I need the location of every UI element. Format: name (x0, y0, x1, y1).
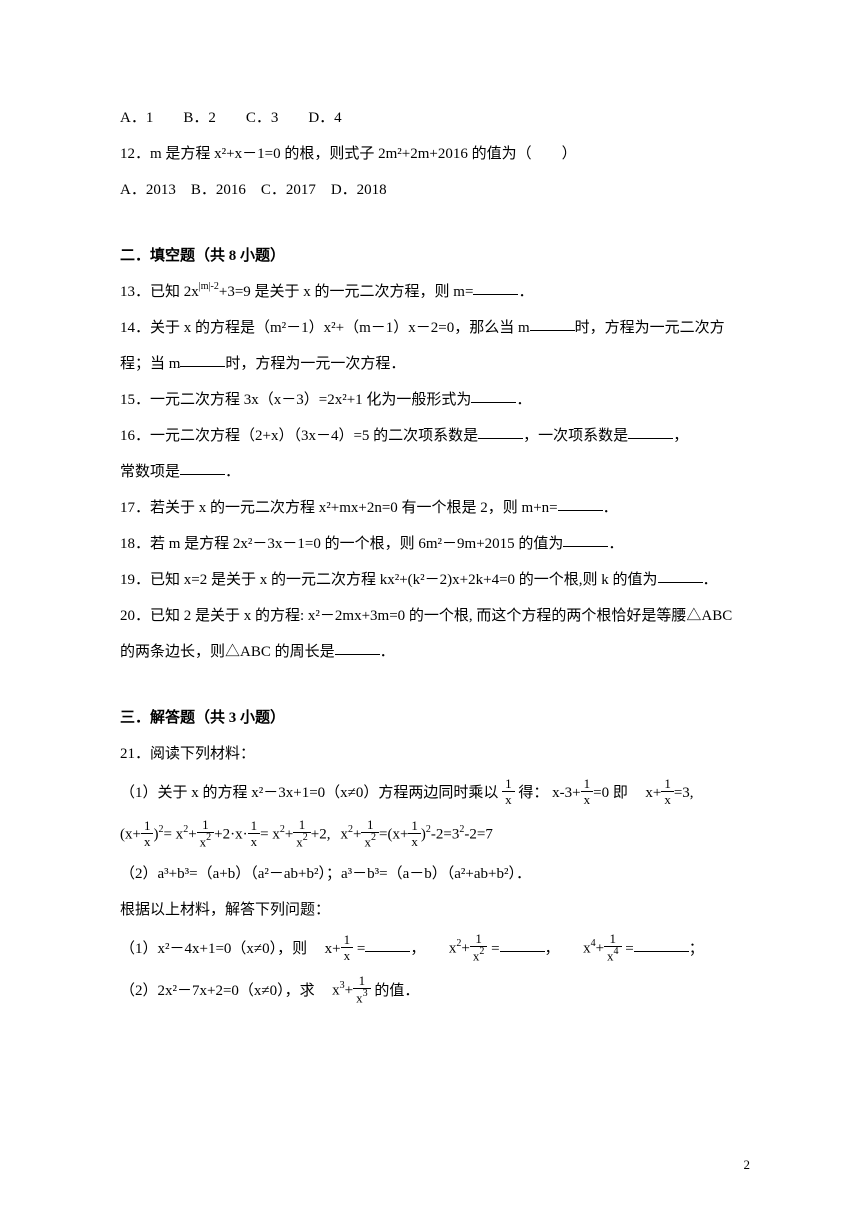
q16-e: ． (225, 464, 240, 480)
q16-line1: 16．一元二次方程（2+x）（3x－4）=5 的二次项系数是 ，一次项系数是 ， (120, 418, 750, 454)
q21-p2a: （2）2x²－7x+2=0（x≠0），求 (120, 983, 315, 999)
expr-x4-plus-1x4: x4+1x4 (583, 934, 621, 964)
q21-1c: 即 (613, 785, 628, 801)
blank (634, 936, 689, 953)
q21-1a: （1）关于 x 的方程 x²－3x+1=0（x≠0）方程两边同时乘以 (120, 785, 498, 801)
blank (471, 387, 516, 404)
q14-a: 14．关于 x 的方程是（m²－1）x²+（m－1）x－2=0，那么当 m (120, 320, 530, 336)
q15-a: 15．一元二次方程 3x（x－3）=2x²+1 化为一般形式为 (120, 392, 471, 408)
q16-b: ，一次项系数是 (523, 428, 628, 444)
q21-part1-line1: （1）关于 x 的方程 x²－3x+1=0（x≠0）方程两边同时乘以 1x 得：… (120, 772, 750, 814)
q21: 21．阅读下列材料： (120, 736, 750, 772)
q21-root: 根据以上材料，解答下列问题： (120, 892, 750, 928)
q14-d: 时，方程为一元一次方程． (225, 356, 405, 372)
expr-chain: (x+1x)2= x2+1x2+2·x·1x= x2+1x2+2,x2+1x2=… (120, 820, 493, 850)
q15-b: ． (516, 392, 531, 408)
q17-a: 17．若关于 x 的一元二次方程 x²+mx+2n=0 有一个根是 2，则 m+… (120, 500, 558, 516)
q21-prob2: （2）2x²－7x+2=0（x≠0），求 x3+1x3 的值． (120, 970, 750, 1012)
expr-x2-plus-1x2: x2+1x2 (449, 934, 487, 964)
q14-line2: 程；当 m 时，方程为一元一次方程． (120, 346, 750, 382)
expr-x-3-1x-0: x-3+1x=0 (552, 779, 609, 808)
q12-text: 12．m 是方程 x²+x－1=0 的根，则式子 2m²+2m+2016 的值为… (120, 136, 750, 172)
blank (500, 936, 545, 953)
q14-b: 时，方程为一元二次方 (575, 320, 725, 336)
expr-x-1x-3: x+1x=3, (645, 779, 693, 808)
blank (658, 567, 703, 584)
q12-options: A．2013 B．2016 C．2017 D．2018 (120, 172, 750, 208)
q20-line2: 的两条边长，则△ABC 的周长是 ． (120, 634, 750, 670)
section3-heading: 三．解答题（共 3 小题） (120, 700, 750, 736)
q20-line1: 20．已知 2 是关于 x 的方程: x²－2mx+3m=0 的一个根, 而这个… (120, 598, 750, 634)
q21-part1-line2: (x+1x)2= x2+1x2+2·x·1x= x2+1x2+2,x2+1x2=… (120, 814, 750, 856)
q20-b: 的两条边长，则△ABC 的周长是 (120, 644, 335, 660)
q17: 17．若关于 x 的一元二次方程 x²+mx+2n=0 有一个根是 2，则 m+… (120, 490, 750, 526)
blank (558, 495, 603, 512)
q11-options: A．1 B．2 C．3 D．4 (120, 100, 750, 136)
q13-sup: |m|-2 (199, 281, 219, 292)
q16-d: 常数项是 (120, 464, 180, 480)
q21-1b: 得： (518, 785, 548, 801)
q13: 13．已知 2x|m|-2+3=9 是关于 x 的一元二次方程，则 m= ． (120, 274, 750, 310)
blank (473, 279, 518, 296)
blank (365, 936, 410, 953)
q18: 18．若 m 是方程 2x²－3x－1=0 的一个根，则 6m²－9m+2015… (120, 526, 750, 562)
blank (628, 423, 673, 440)
q18-a: 18．若 m 是方程 2x²－3x－1=0 的一个根，则 6m²－9m+2015… (120, 536, 563, 552)
q21-prob1: （1）x²－4x+1=0（x≠0），则 x+1x =， x2+1x2 =， x4… (120, 928, 750, 970)
expr-x3-plus-1x3: x3+1x3 (332, 976, 370, 1006)
q19-a: 19．已知 x=2 是关于 x 的一元二次方程 kx²+(k²－2)x+2k+4… (120, 572, 658, 588)
q21-p2b: 的值． (374, 983, 419, 999)
blank (530, 315, 575, 332)
q13-a: 13．已知 2x (120, 284, 199, 300)
q14-c: 程；当 m (120, 356, 180, 372)
q20-c: ． (380, 644, 395, 660)
expr-x-plus-1x: x+1x (325, 935, 353, 964)
q18-b: ． (608, 536, 623, 552)
blank (563, 531, 608, 548)
blank (478, 423, 523, 440)
blank (180, 459, 225, 476)
q16-a: 16．一元二次方程（2+x）（3x－4）=5 的二次项系数是 (120, 428, 478, 444)
section2-heading: 二．填空题（共 8 小题） (120, 238, 750, 274)
q16-line2: 常数项是 ． (120, 454, 750, 490)
q21-part2-text: （2）a³+b³=（a+b）（a²－ab+b²）；a³－b³=（a－b）（a²+… (120, 856, 750, 892)
q13-c: ． (518, 284, 533, 300)
blank (335, 639, 380, 656)
q13-b: +3=9 是关于 x 的一元二次方程，则 m= (219, 284, 474, 300)
frac-1-over-x: 1x (502, 777, 515, 806)
q15: 15．一元二次方程 3x（x－3）=2x²+1 化为一般形式为 ． (120, 382, 750, 418)
q16-c: ， (673, 428, 688, 444)
q14-line1: 14．关于 x 的方程是（m²－1）x²+（m－1）x－2=0，那么当 m 时，方… (120, 310, 750, 346)
blank (180, 351, 225, 368)
q19-b: ． (703, 572, 718, 588)
page-number: 2 (744, 1149, 751, 1180)
q19: 19．已知 x=2 是关于 x 的一元二次方程 kx²+(k²－2)x+2k+4… (120, 562, 750, 598)
q17-b: ． (603, 500, 618, 516)
q21-p1a: （1）x²－4x+1=0（x≠0），则 (120, 941, 307, 957)
